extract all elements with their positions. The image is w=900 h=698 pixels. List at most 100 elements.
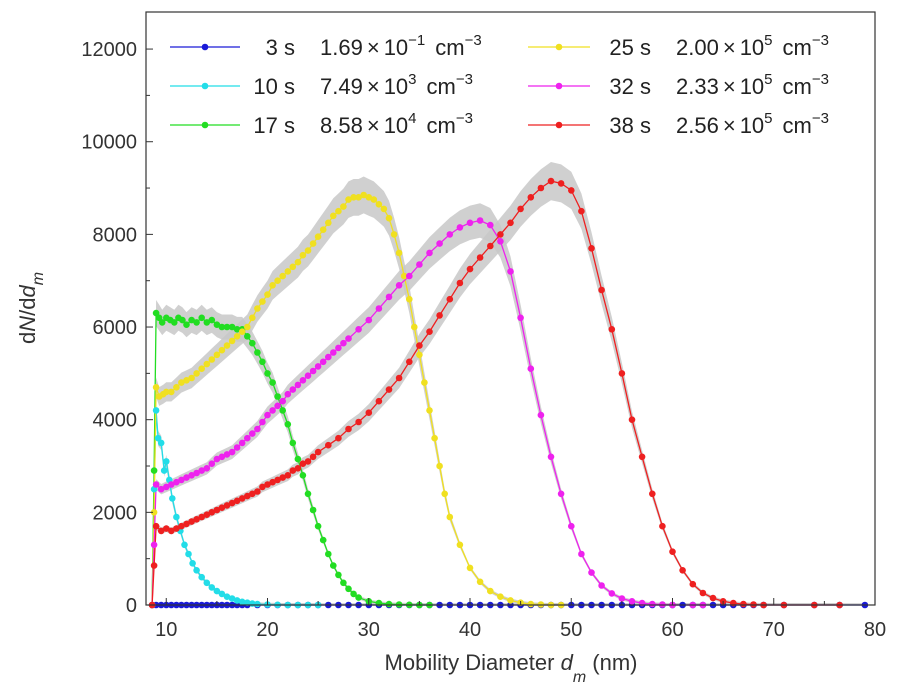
point-s3-13 bbox=[203, 360, 211, 368]
point-s4-62 bbox=[568, 522, 575, 530]
x-tick-label-70: 70 bbox=[763, 619, 785, 641]
point-s3-69 bbox=[527, 600, 535, 608]
point-s4-48 bbox=[426, 249, 433, 257]
point-s3-23 bbox=[254, 305, 261, 312]
point-s5-44 bbox=[416, 342, 423, 349]
point-s5-2 bbox=[152, 522, 160, 530]
legend-marker-4 bbox=[555, 82, 563, 90]
legend-time-1: 10 s bbox=[253, 74, 295, 99]
point-s1-23 bbox=[238, 598, 246, 606]
point-s4-26 bbox=[274, 402, 281, 410]
point-s2-43 bbox=[350, 590, 357, 598]
point-s4-44 bbox=[385, 293, 393, 301]
point-s3-10 bbox=[188, 374, 195, 382]
y-tick-label-12000: 12000 bbox=[81, 39, 137, 61]
point-s5-26 bbox=[274, 476, 281, 484]
point-s5-61 bbox=[588, 245, 595, 252]
point-s5-64 bbox=[618, 370, 626, 377]
point-s3-65 bbox=[487, 587, 494, 595]
legend-marker-1 bbox=[201, 82, 209, 90]
point-s3-36 bbox=[319, 226, 327, 233]
x-tick-label-20: 20 bbox=[256, 619, 278, 641]
point-s3-44 bbox=[360, 191, 368, 199]
point-s2-7 bbox=[171, 319, 178, 326]
point-s4-12 bbox=[203, 465, 211, 472]
point-s2-41 bbox=[340, 579, 347, 587]
y-tick-label-8000: 8000 bbox=[93, 224, 138, 246]
point-s4-15 bbox=[218, 453, 226, 461]
point-s1-18 bbox=[213, 587, 221, 595]
point-s5-43 bbox=[406, 358, 413, 366]
point-s2-13 bbox=[198, 314, 205, 322]
x-tick-label-60: 60 bbox=[661, 619, 683, 641]
legend-entry-5: 38 s 2.56 × 105 cm−3 bbox=[528, 110, 829, 138]
point-s4-59 bbox=[537, 411, 545, 419]
point-s3-45 bbox=[365, 194, 373, 201]
point-s3-56 bbox=[421, 379, 428, 386]
point-s4-41 bbox=[355, 326, 362, 333]
point-s3-7 bbox=[173, 384, 180, 391]
point-s4-35 bbox=[319, 358, 327, 366]
point-s5-40 bbox=[375, 397, 383, 405]
point-s3-29 bbox=[284, 268, 292, 275]
y-axis-ticks: 0 2000 4000 6000 8000 10000 12000 bbox=[81, 39, 153, 617]
legend-entry-3: 25 s 2.00 × 105 cm−3 bbox=[528, 32, 829, 60]
point-s5-8 bbox=[183, 520, 190, 528]
point-s4-43 bbox=[375, 305, 383, 312]
point-s3-57 bbox=[426, 407, 433, 414]
point-s4-65 bbox=[598, 582, 605, 589]
point-s2-2 bbox=[152, 309, 160, 317]
legend-time-0: 3 s bbox=[266, 35, 295, 60]
point-s2-19 bbox=[228, 323, 236, 331]
point-s3-15 bbox=[213, 351, 221, 359]
point-s3-9 bbox=[183, 377, 190, 384]
point-s5-18 bbox=[233, 497, 241, 505]
legend-marker-2 bbox=[201, 121, 209, 129]
point-s5-16 bbox=[223, 502, 231, 509]
point-s3-24 bbox=[259, 298, 266, 305]
point-s5-45 bbox=[426, 328, 433, 336]
point-s3-53 bbox=[406, 295, 413, 303]
point-s4-32 bbox=[304, 372, 312, 380]
point-s3-27 bbox=[274, 277, 281, 285]
point-s1-26 bbox=[254, 600, 261, 608]
point-s5-20 bbox=[244, 492, 251, 500]
point-s3-66 bbox=[497, 593, 504, 600]
legend-marker-5 bbox=[555, 121, 563, 129]
point-s5-67 bbox=[649, 490, 656, 498]
point-s4-9 bbox=[188, 472, 195, 479]
point-s4-24 bbox=[264, 411, 271, 419]
point-s1-19 bbox=[218, 590, 226, 598]
point-s4-18 bbox=[233, 444, 241, 451]
point-s3-39 bbox=[335, 207, 342, 215]
point-s5-9 bbox=[188, 518, 195, 525]
x-tick-label-10: 10 bbox=[155, 619, 177, 641]
point-s5-50 bbox=[476, 254, 484, 261]
point-s2-35 bbox=[309, 506, 317, 514]
point-s4-31 bbox=[299, 377, 307, 384]
point-s4-3 bbox=[157, 485, 165, 493]
point-s5-34 bbox=[314, 448, 322, 456]
point-s1-13 bbox=[189, 560, 196, 567]
point-s2-10 bbox=[183, 321, 190, 329]
point-s3-28 bbox=[279, 272, 287, 280]
point-s5-65 bbox=[628, 416, 636, 424]
point-s5-42 bbox=[395, 374, 403, 382]
point-s2-37 bbox=[319, 536, 327, 544]
point-s4-54 bbox=[487, 221, 494, 229]
point-s1-4 bbox=[157, 439, 165, 447]
point-s5-52 bbox=[497, 231, 504, 238]
legend-entry-0: 3 s 1.69 × 10−1 cm−3 bbox=[170, 32, 482, 60]
point-s2-31 bbox=[289, 439, 297, 447]
point-s4-27 bbox=[279, 397, 287, 405]
point-s5-12 bbox=[203, 511, 211, 518]
point-s3-18 bbox=[228, 337, 236, 345]
point-s4-5 bbox=[168, 481, 175, 488]
y-axis-title: dN/ddm bbox=[15, 272, 47, 344]
point-s3-14 bbox=[208, 356, 216, 363]
legend-time-3: 25 s bbox=[609, 35, 651, 60]
point-s5-38 bbox=[355, 418, 362, 426]
point-s2-4 bbox=[158, 319, 166, 326]
point-s3-31 bbox=[294, 258, 302, 266]
legend-entry-2: 17 s 8.58 × 104 cm−3 bbox=[170, 110, 473, 138]
